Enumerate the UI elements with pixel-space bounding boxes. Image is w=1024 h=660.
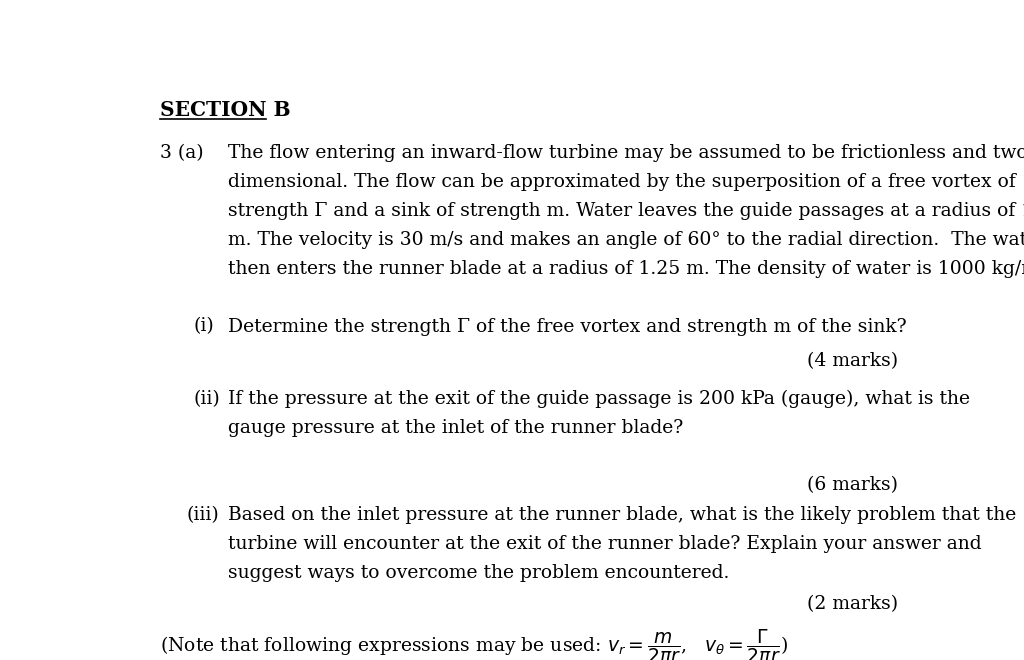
- Text: (2 marks): (2 marks): [807, 595, 898, 614]
- Text: (Note that following expressions may be used: $v_r = \dfrac{m}{2\pi r}$,   $v_\t: (Note that following expressions may be …: [160, 628, 787, 660]
- Text: The flow entering an inward-flow turbine may be assumed to be frictionless and t: The flow entering an inward-flow turbine…: [228, 145, 1024, 162]
- Text: (i): (i): [194, 317, 214, 335]
- Text: (6 marks): (6 marks): [807, 476, 898, 494]
- Text: Determine the strength Γ of the free vortex and strength m of the sink?: Determine the strength Γ of the free vor…: [228, 317, 906, 335]
- Text: (ii): (ii): [194, 389, 220, 408]
- Text: If the pressure at the exit of the guide passage is 200 kPa (gauge), what is the: If the pressure at the exit of the guide…: [228, 389, 970, 408]
- Text: SECTION B: SECTION B: [160, 100, 291, 119]
- Text: gauge pressure at the inlet of the runner blade?: gauge pressure at the inlet of the runne…: [228, 418, 683, 437]
- Text: dimensional. The flow can be approximated by the superposition of a free vortex : dimensional. The flow can be approximate…: [228, 173, 1016, 191]
- Text: m. The velocity is 30 m/s and makes an angle of 60° to the radial direction.  Th: m. The velocity is 30 m/s and makes an a…: [228, 231, 1024, 249]
- Text: strength Γ and a sink of strength m. Water leaves the guide passages at a radius: strength Γ and a sink of strength m. Wat…: [228, 202, 1024, 220]
- Text: suggest ways to overcome the problem encountered.: suggest ways to overcome the problem enc…: [228, 564, 729, 582]
- Text: (iii): (iii): [186, 506, 219, 524]
- Text: (4 marks): (4 marks): [807, 352, 898, 370]
- Text: Based on the inlet pressure at the runner blade, what is the likely problem that: Based on the inlet pressure at the runne…: [228, 506, 1016, 524]
- Text: then enters the runner blade at a radius of 1.25 m. The density of water is 1000: then enters the runner blade at a radius…: [228, 260, 1024, 278]
- Text: 3 (a): 3 (a): [160, 145, 204, 162]
- Text: turbine will encounter at the exit of the runner blade? Explain your answer and: turbine will encounter at the exit of th…: [228, 535, 982, 553]
